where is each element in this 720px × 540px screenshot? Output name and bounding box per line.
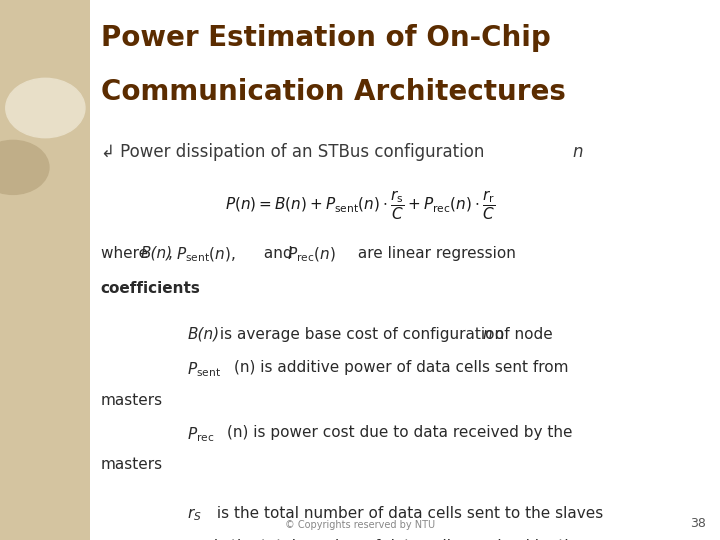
- Text: Communication Architectures: Communication Architectures: [101, 78, 566, 106]
- Circle shape: [6, 78, 85, 138]
- Text: (n) is additive power of data cells sent from: (n) is additive power of data cells sent…: [234, 360, 569, 375]
- Text: of node: of node: [490, 327, 552, 342]
- Text: is average base cost of configuration: is average base cost of configuration: [215, 327, 508, 342]
- Text: masters: masters: [101, 393, 163, 408]
- Text: n: n: [482, 327, 492, 342]
- Text: $P_{\rm rec}(n)$: $P_{\rm rec}(n)$: [287, 246, 336, 264]
- Text: n: n: [572, 143, 583, 161]
- Text: $P_{\rm rec}$: $P_{\rm rec}$: [187, 425, 215, 444]
- Circle shape: [0, 140, 49, 194]
- Text: masters: masters: [101, 457, 163, 472]
- Text: $P_{\rm sent}(n),$: $P_{\rm sent}(n),$: [176, 246, 236, 264]
- Text: $P(n) = B(n) + P_{\rm sent}(n) \cdot \dfrac{r_{\rm s}}{C} + P_{\rm rec}(n) \cdot: $P(n) = B(n) + P_{\rm sent}(n) \cdot \df…: [225, 189, 495, 222]
- Text: © Copyrights reserved by NTU: © Copyrights reserved by NTU: [285, 520, 435, 530]
- Text: B(n): B(n): [140, 246, 173, 261]
- Text: B(n): B(n): [187, 327, 220, 342]
- Text: coefficients: coefficients: [101, 281, 201, 296]
- Text: and: and: [259, 246, 297, 261]
- Text: ,: ,: [168, 246, 178, 261]
- Text: is the total number of data cells received by the: is the total number of data cells receiv…: [209, 539, 583, 540]
- Text: Power Estimation of On-Chip: Power Estimation of On-Chip: [101, 24, 551, 52]
- Text: $r_r$: $r_r$: [187, 539, 200, 540]
- Text: $P_{\rm sent}$: $P_{\rm sent}$: [187, 360, 221, 379]
- Text: 38: 38: [690, 517, 706, 530]
- Bar: [0, 0, 90, 540]
- Text: (n) is power cost due to data received by the: (n) is power cost due to data received b…: [227, 425, 572, 440]
- Text: where: where: [101, 246, 153, 261]
- Text: ↲ Power dissipation of an STBus configuration: ↲ Power dissipation of an STBus configur…: [101, 143, 490, 161]
- Text: $r_S$: $r_S$: [187, 506, 202, 523]
- Text: is the total number of data cells sent to the slaves: is the total number of data cells sent t…: [212, 506, 603, 521]
- Text: are linear regression: are linear regression: [353, 246, 516, 261]
